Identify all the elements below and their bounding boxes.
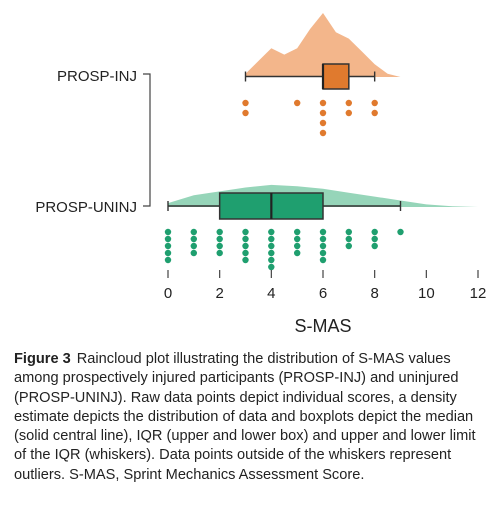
data-point-uninj xyxy=(242,228,249,236)
data-point-inj xyxy=(242,99,249,107)
data-point-uninj xyxy=(294,228,301,236)
data-point-inj xyxy=(319,99,327,107)
x-tick-label-0: 0 xyxy=(164,285,172,302)
data-point-uninj xyxy=(319,242,327,250)
data-point-uninj xyxy=(164,235,172,243)
data-point-uninj xyxy=(319,249,327,257)
figure-label: Figure 3 xyxy=(14,351,71,367)
data-point-uninj xyxy=(190,235,197,243)
data-point-inj xyxy=(319,109,327,117)
data-point-uninj xyxy=(268,235,275,243)
data-point-uninj xyxy=(216,228,223,236)
data-point-inj xyxy=(294,99,301,107)
raincloud-chart: PROSP-INJ PROSP-UNINJ 0 2 4 6 8 10 12 S-MAS xyxy=(35,13,487,336)
data-point-uninj xyxy=(164,242,172,250)
data-point-inj xyxy=(371,109,378,117)
group-prosp-inj: PROSP-INJ xyxy=(57,13,401,137)
data-point-uninj xyxy=(268,256,275,264)
data-point-uninj xyxy=(319,256,327,264)
group-label-uninj: PROSP-UNINJ xyxy=(35,199,137,216)
data-point-uninj xyxy=(319,235,327,243)
data-point-uninj xyxy=(268,242,275,250)
data-point-uninj xyxy=(164,228,172,236)
data-point-uninj xyxy=(294,235,301,243)
data-point-uninj xyxy=(371,242,378,250)
data-point-inj xyxy=(242,109,249,117)
data-point-uninj xyxy=(242,242,249,250)
data-point-uninj xyxy=(345,228,352,236)
x-axis: 0 2 4 6 8 10 12 xyxy=(143,73,487,302)
data-point-uninj xyxy=(164,256,172,264)
data-point-uninj xyxy=(164,249,172,257)
box-inj xyxy=(322,63,350,90)
x-tick-label-10: 10 xyxy=(418,285,435,302)
data-point-uninj xyxy=(371,235,378,243)
group-prosp-uninj: PROSP-UNINJ xyxy=(35,184,478,271)
data-point-uninj xyxy=(268,228,275,236)
x-tick-label-4: 4 xyxy=(267,285,275,302)
y-axis-bracket xyxy=(143,73,151,207)
x-tick-label-6: 6 xyxy=(319,285,327,302)
density-cloud-inj xyxy=(245,13,401,77)
x-tick-label-2: 2 xyxy=(215,285,223,302)
data-point-inj xyxy=(319,129,327,137)
data-point-uninj xyxy=(345,242,352,250)
caption-text: Raincloud plot illustrating the distribu… xyxy=(14,351,476,483)
x-tick-label-12: 12 xyxy=(470,285,487,302)
data-point-uninj xyxy=(294,242,301,250)
x-tick-label-8: 8 xyxy=(370,285,378,302)
data-point-uninj xyxy=(216,242,223,250)
x-axis-label: S-MAS xyxy=(294,316,351,336)
data-point-inj xyxy=(371,99,378,107)
data-point-uninj xyxy=(319,228,327,236)
data-point-uninj xyxy=(294,249,301,257)
data-point-uninj xyxy=(268,263,275,271)
data-point-uninj xyxy=(268,249,275,257)
data-point-uninj xyxy=(242,256,249,264)
data-point-inj xyxy=(345,109,352,117)
data-point-uninj xyxy=(190,249,197,257)
data-point-uninj xyxy=(397,228,404,236)
data-point-uninj xyxy=(216,249,223,257)
data-point-inj xyxy=(319,119,327,127)
data-point-inj xyxy=(345,99,352,107)
data-point-uninj xyxy=(216,235,223,243)
data-point-uninj xyxy=(190,228,197,236)
data-point-uninj xyxy=(345,235,352,243)
group-label-inj: PROSP-INJ xyxy=(57,68,137,85)
data-point-uninj xyxy=(190,242,197,250)
data-point-uninj xyxy=(371,228,378,236)
data-point-uninj xyxy=(242,249,249,257)
figure-caption: Figure 3 Raincloud plot illustrating the … xyxy=(14,350,490,485)
data-point-uninj xyxy=(242,235,249,243)
